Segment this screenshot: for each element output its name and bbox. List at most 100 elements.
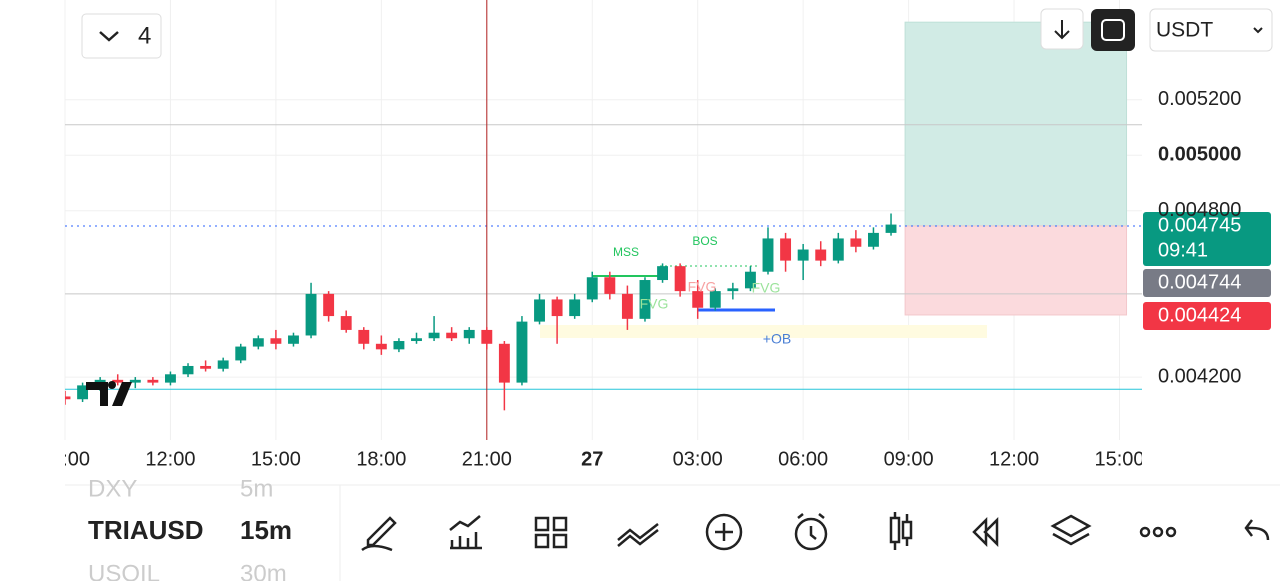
y-tick-label: 0.004800	[1158, 199, 1241, 221]
x-tick-label: 18:00	[356, 448, 406, 470]
x-tick-label: 15:00	[1094, 448, 1144, 470]
candle-body	[112, 379, 124, 383]
alert-icon[interactable]	[794, 517, 828, 551]
candle-body	[885, 224, 897, 233]
annotations: MSS BOS FVG FVG FVG +OB	[613, 234, 791, 347]
candle-body	[797, 249, 809, 261]
x-tick-label: 03:00	[673, 448, 723, 470]
candle-body	[551, 299, 563, 317]
chart-type-icon[interactable]	[889, 512, 913, 550]
symbol: TRIAUSD	[88, 515, 204, 545]
price-tag-time: 09:41	[1158, 239, 1208, 261]
price-tags: 0.004745 09:41 0.004744 0.004424	[1143, 212, 1271, 330]
candle-body	[639, 280, 651, 319]
candle-body	[516, 321, 528, 383]
y-tick-label: 0.005200	[1158, 88, 1241, 110]
candle-body	[674, 266, 686, 292]
symbol: DXY	[88, 475, 137, 502]
currency: USDT	[1156, 19, 1213, 42]
candle-body	[200, 365, 212, 369]
target-zone	[904, 21, 1128, 227]
candle-body	[727, 288, 739, 292]
candle-body	[621, 293, 633, 319]
candle-body	[305, 293, 317, 336]
annotation: FVG	[688, 279, 717, 295]
candle-body	[446, 332, 458, 339]
candle-body	[604, 277, 616, 294]
stop-zone	[904, 225, 1128, 316]
fullscreen-button[interactable]	[1091, 9, 1135, 51]
candle-body	[129, 379, 141, 383]
draw-icon[interactable]	[361, 516, 397, 552]
candle-body	[762, 238, 774, 272]
price-tag	[1143, 302, 1271, 330]
x-tick-label: 21:00	[462, 448, 512, 470]
candle-body	[657, 266, 669, 281]
candle-body	[147, 379, 159, 383]
candle-body	[270, 338, 282, 344]
back-icon[interactable]	[1244, 519, 1270, 541]
candle-body	[182, 365, 194, 375]
candle-body	[868, 232, 879, 247]
candle-body	[165, 374, 176, 383]
replay-icon[interactable]	[972, 516, 999, 548]
candle-body	[534, 299, 545, 322]
layers-icon[interactable]	[1050, 514, 1092, 546]
candle-body	[77, 385, 89, 400]
interval: 30m	[240, 560, 287, 581]
candle-body	[481, 329, 493, 344]
price-tag-label: 0.004424	[1158, 304, 1241, 326]
annotation: FVG	[640, 296, 669, 312]
icon	[1101, 19, 1125, 41]
candle-body	[586, 277, 598, 300]
toolbar	[361, 512, 1270, 552]
annotation: MSS	[613, 245, 639, 259]
x-tick-label: 27	[581, 448, 603, 470]
candle-body	[850, 238, 862, 247]
indicators-icon[interactable]	[449, 515, 482, 550]
candle-body	[428, 332, 440, 339]
x-axis: 09:00 12:00 15:00 18:00 21:00 27 03:00 06:00 09:…	[40, 448, 1144, 470]
candle-body	[463, 329, 475, 339]
candle-body	[393, 341, 405, 350]
x-tick-label: 12:00	[145, 448, 195, 470]
icon	[1054, 20, 1070, 40]
candle-body	[692, 291, 704, 308]
chevron	[99, 31, 119, 42]
layouts-icon[interactable]	[534, 516, 568, 549]
layout-count: 4	[138, 22, 151, 49]
candle-body	[288, 335, 299, 344]
price-tag	[1143, 269, 1271, 297]
compare-icon[interactable]	[617, 523, 659, 547]
y-tick-label: 0.005000	[1158, 144, 1241, 166]
symbol-list: DXY 5m TRIAUSD 15m USOIL 30m	[88, 475, 292, 581]
ob-zone	[540, 325, 987, 338]
x-tick-label: 06:00	[778, 448, 828, 470]
currency-select[interactable]	[1149, 8, 1273, 52]
chevron	[1253, 27, 1263, 34]
price-tag	[1143, 212, 1271, 266]
candle-body	[65, 396, 71, 400]
candle-body	[709, 291, 721, 308]
candle-body	[780, 238, 792, 261]
price-tag-label: 0.004744	[1158, 271, 1241, 293]
layout-button[interactable]	[81, 13, 162, 59]
plot	[65, 0, 1142, 440]
add-icon[interactable]	[705, 513, 743, 551]
x-tick-label: 12:00	[989, 448, 1039, 470]
x-tick-label: 15:00	[251, 448, 301, 470]
x-tick-label: 09:00	[40, 448, 90, 470]
candle-body	[235, 346, 247, 361]
y-tick-label: 0.004200	[1158, 365, 1241, 387]
price-tag-label: 0.004745	[1158, 214, 1241, 236]
candle-body	[832, 238, 844, 261]
annotation: FVG	[752, 280, 781, 296]
annotation: BOS	[692, 234, 717, 248]
candle-body	[498, 343, 510, 383]
candle-body	[375, 343, 387, 350]
more-icon[interactable]	[1139, 526, 1151, 538]
annotation: +OB	[763, 331, 791, 347]
candle-body	[252, 338, 264, 347]
